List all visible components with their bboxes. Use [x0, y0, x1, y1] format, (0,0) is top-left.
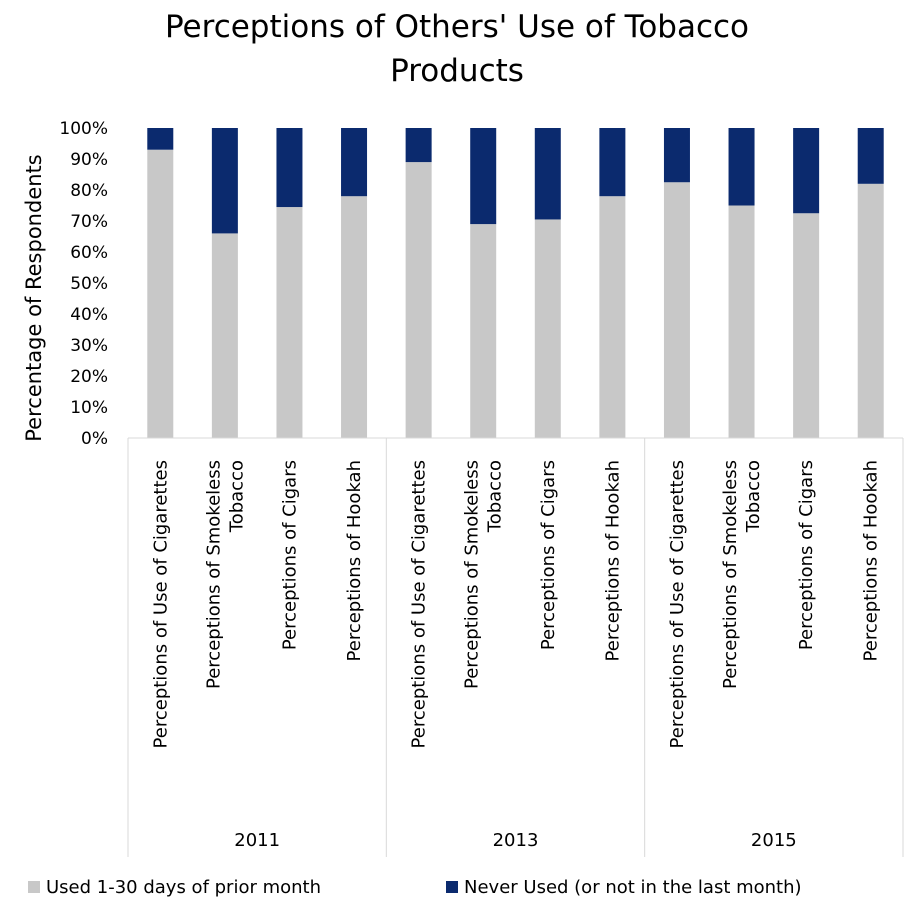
y-tick-label: 0%	[81, 429, 108, 449]
x-tick-label: Perceptions of Hookah	[602, 460, 623, 661]
x-tick-label: Tobacco	[743, 460, 764, 533]
y-tick-label: 80%	[70, 181, 108, 201]
bar-segment-series-2	[405, 128, 432, 163]
y-tick-label: 30%	[70, 336, 108, 356]
bar-segment-series-2	[147, 128, 174, 150]
x-tick-label: Perceptions of Use of Cigarettes	[409, 460, 430, 748]
bar-segment-series-1	[663, 182, 690, 438]
bar-segment-series-1	[857, 183, 884, 438]
y-tick-label: 10%	[70, 398, 108, 418]
x-tick-label: Perceptions of Smokeless	[720, 460, 741, 689]
group-label: 2013	[493, 830, 539, 851]
y-tick-label: 90%	[70, 150, 108, 170]
x-tick-label: Perceptions of Cigars	[538, 460, 559, 650]
bar-segment-series-1	[470, 224, 497, 438]
y-tick-label: 40%	[70, 305, 108, 325]
bar-segment-series-2	[728, 128, 755, 206]
x-tick-label: Perceptions of Smokeless	[203, 460, 224, 689]
x-tick-label: Perceptions of Cigars	[279, 460, 300, 650]
bar-segment-series-1	[211, 233, 238, 438]
bar-segment-series-1	[276, 207, 303, 438]
x-tick-label: Tobacco	[226, 460, 247, 533]
plot-area: 0% 10% 20% 30% 40% 50% 60% 70% 80% 90% 100% Percept…	[59, 119, 904, 857]
x-tick-label: Perceptions of Hookah	[344, 460, 365, 661]
y-tick-label: 70%	[70, 212, 108, 232]
group-label: 2015	[751, 830, 797, 851]
bar-segment-series-2	[341, 128, 368, 197]
y-axis-label: Percentage of Respondents	[22, 154, 46, 441]
x-tick-label: Perceptions of Smokeless	[462, 460, 483, 689]
y-tick-label: 20%	[70, 367, 108, 387]
legend: Used 1-30 days of prior month Never Used …	[28, 877, 802, 898]
y-tick-label: 60%	[70, 243, 108, 263]
bar-segment-series-1	[599, 196, 626, 438]
bar-segment-series-2	[211, 128, 238, 234]
legend-swatch-series-1	[28, 881, 40, 893]
bar-segment-series-1	[341, 196, 368, 438]
x-tick-label: Perceptions of Cigars	[796, 460, 817, 650]
legend-label-series-2: Never Used (or not in the last month)	[464, 877, 802, 898]
bar-segment-series-1	[728, 205, 755, 438]
bar-segment-series-1	[147, 149, 174, 438]
chart-title-line-1: Perceptions of Others' Use of Tobacco	[165, 9, 749, 45]
legend-swatch-series-2	[446, 881, 458, 893]
bar-segment-series-1	[534, 219, 561, 438]
x-tick-label: Perceptions of Hookah	[861, 460, 882, 661]
bar-segment-series-2	[857, 128, 884, 184]
y-tick-label: 50%	[70, 274, 108, 294]
x-tick-label: Perceptions of Use of Cigarettes	[667, 460, 688, 748]
legend-label-series-1: Used 1-30 days of prior month	[46, 877, 321, 898]
bar-segment-series-2	[276, 128, 303, 208]
bar-segment-series-2	[663, 128, 690, 183]
bar-segment-series-2	[599, 128, 626, 197]
x-tick-label: Tobacco	[485, 460, 506, 533]
chart-title-line-2: Products	[390, 53, 524, 89]
group-label: 2011	[234, 830, 280, 851]
bar-segment-series-1	[405, 162, 432, 438]
bar-segment-series-2	[793, 128, 820, 214]
bar-segment-series-2	[470, 128, 497, 225]
bar-segment-series-2	[534, 128, 561, 220]
y-tick-label: 100%	[59, 119, 108, 139]
bar-segment-series-1	[793, 213, 820, 438]
x-tick-label: Perceptions of Use of Cigarettes	[150, 460, 171, 748]
